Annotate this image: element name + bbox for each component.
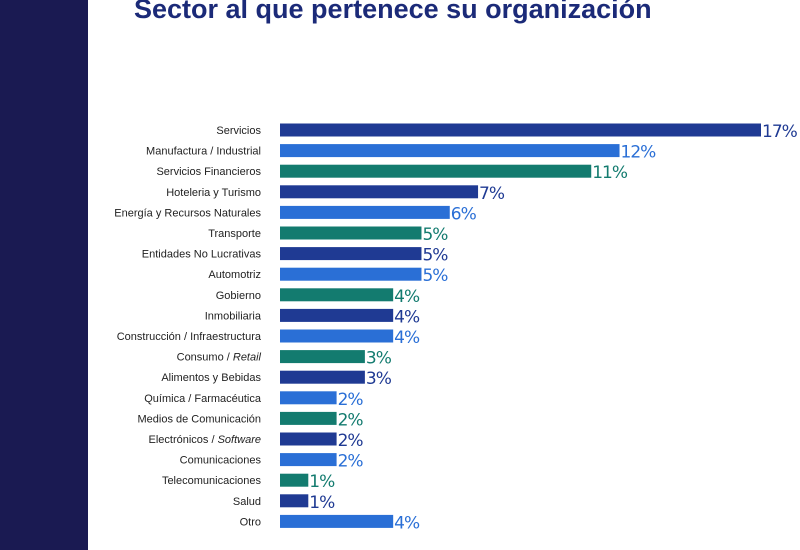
bar-telecomunicaciones — [280, 473, 309, 487]
category-label-telecomunicaciones: Telecomunicaciones — [162, 475, 262, 487]
value-label-salud: 1% — [309, 493, 335, 513]
bar-transporte — [280, 226, 422, 240]
value-label-manufactura-industrial: 12% — [621, 143, 657, 163]
bar-quimica-farmaceutica — [280, 391, 337, 405]
value-label-servicios-financieros: 11% — [592, 163, 628, 183]
value-label-entidades-no-lucrativas: 5% — [422, 246, 448, 266]
bar-otro — [280, 514, 394, 528]
value-label-construccion-infraestructura: 4% — [394, 328, 420, 348]
value-label-medios-de-comunicacion: 2% — [338, 410, 364, 430]
category-label-hoteleria-y-turismo: Hoteleria y Turismo — [166, 187, 261, 199]
category-label-transporte: Transporte — [208, 228, 261, 240]
value-label-servicios: 17% — [762, 122, 798, 142]
category-label-energia-y-recursos-naturales: Energía y Recursos Naturales — [114, 207, 261, 219]
bar-medios-de-comunicacion — [280, 411, 337, 425]
category-label-medios-de-comunicacion: Medios de Comunicación — [137, 413, 261, 425]
value-label-electronicos-software: 2% — [338, 431, 364, 451]
bar-manufactura-industrial — [280, 144, 620, 158]
value-label-telecomunicaciones: 1% — [309, 472, 335, 492]
value-label-comunicaciones: 2% — [338, 452, 364, 472]
category-label-gobierno: Gobierno — [216, 290, 261, 302]
value-label-transporte: 5% — [422, 225, 448, 245]
category-label-servicios: Servicios — [216, 125, 261, 137]
bar-entidades-no-lucrativas — [280, 247, 422, 261]
category-label-otro: Otro — [240, 516, 261, 528]
chart-title: Sector al que pertenece su organización — [134, 0, 652, 24]
value-label-gobierno: 4% — [394, 287, 420, 307]
value-label-inmobiliaria: 4% — [394, 307, 420, 327]
bar-inmobiliaria — [280, 308, 394, 322]
bar-comunicaciones — [280, 453, 337, 467]
category-label-electronicos-software: Electrónicos / Software — [148, 434, 261, 446]
side-band — [0, 0, 88, 550]
bar-gobierno — [280, 288, 394, 302]
bar-energia-y-recursos-naturales — [280, 205, 450, 219]
category-label-consumo-retail: Consumo / Retail — [177, 352, 262, 364]
category-label-alimentos-y-bebidas: Alimentos y Bebidas — [161, 372, 261, 384]
bar-consumo-retail — [280, 350, 365, 364]
bar-salud — [280, 494, 309, 508]
category-label-servicios-financieros: Servicios Financieros — [156, 166, 261, 178]
category-label-inmobiliaria: Inmobiliaria — [205, 310, 262, 322]
value-label-consumo-retail: 3% — [366, 349, 392, 369]
bar-servicios-financieros — [280, 164, 592, 178]
category-label-salud: Salud — [233, 496, 261, 508]
bar-alimentos-y-bebidas — [280, 370, 365, 384]
bar-construccion-infraestructura — [280, 329, 394, 343]
value-label-automotriz: 5% — [422, 266, 448, 286]
category-label-quimica-farmaceutica: Química / Farmacéutica — [144, 393, 262, 405]
bar-automotriz — [280, 267, 422, 281]
value-label-alimentos-y-bebidas: 3% — [366, 369, 392, 389]
value-label-hoteleria-y-turismo: 7% — [479, 184, 505, 204]
bar-electronicos-software — [280, 432, 337, 446]
value-label-otro: 4% — [394, 513, 420, 533]
bar-servicios — [280, 123, 761, 137]
category-label-manufactura-industrial: Manufactura / Industrial — [146, 146, 261, 158]
category-label-automotriz: Automotriz — [208, 269, 261, 281]
value-label-quimica-farmaceutica: 2% — [338, 390, 364, 410]
category-label-comunicaciones: Comunicaciones — [180, 455, 262, 467]
value-label-energia-y-recursos-naturales: 6% — [451, 204, 477, 224]
category-label-construccion-infraestructura: Construcción / Infraestructura — [117, 331, 262, 343]
bar-hoteleria-y-turismo — [280, 185, 479, 199]
category-label-entidades-no-lucrativas: Entidades No Lucrativas — [142, 249, 262, 261]
